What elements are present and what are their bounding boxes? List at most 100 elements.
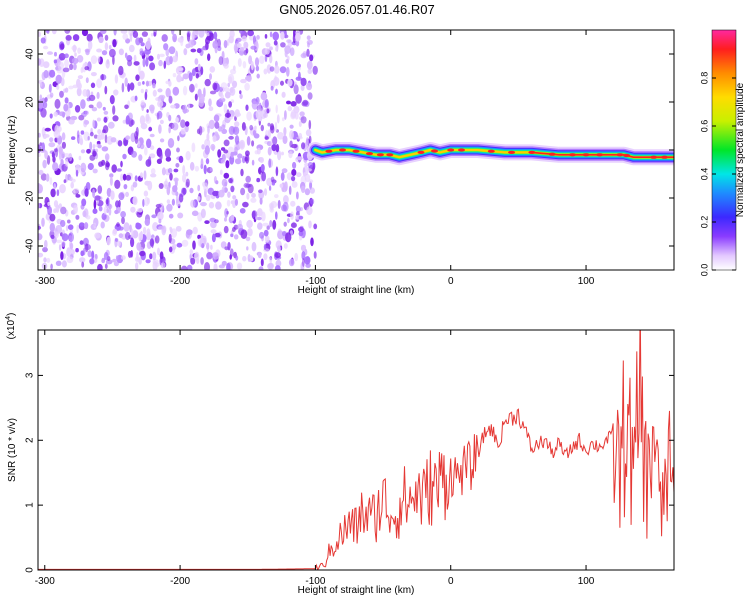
noise-speckle — [202, 45, 209, 51]
noise-speckle — [264, 235, 270, 243]
noise-speckle — [38, 169, 44, 176]
noise-speckle — [53, 183, 56, 190]
noise-speckle — [271, 181, 275, 186]
noise-speckle — [72, 44, 77, 53]
noise-speckle — [178, 193, 184, 203]
ridge-peak — [508, 150, 516, 154]
noise-speckle — [60, 219, 66, 228]
noise-speckle — [230, 233, 234, 238]
noise-speckle — [259, 157, 265, 163]
noise-speckle — [275, 166, 279, 177]
noise-speckle — [206, 32, 210, 37]
noise-speckle — [267, 122, 271, 127]
noise-speckle — [287, 217, 290, 224]
colorbar: 0.0 0.2 0.4 0.6 0.8 Normalized spectral ampl… — [699, 29, 746, 276]
noise-speckle — [223, 40, 228, 49]
noise-speckle — [163, 43, 169, 51]
noise-speckle — [173, 177, 179, 182]
noise-speckle — [269, 220, 273, 228]
noise-speckle — [113, 261, 119, 267]
noise-speckle — [88, 104, 94, 109]
noise-speckle — [50, 188, 56, 198]
noise-speckle — [159, 138, 165, 143]
noise-speckle — [133, 54, 137, 63]
noise-speckle — [93, 199, 97, 210]
noise-speckle — [290, 222, 297, 228]
noise-speckle — [65, 158, 69, 167]
noise-speckle — [270, 125, 275, 134]
noise-speckle — [106, 187, 112, 197]
noise-speckle — [267, 263, 274, 270]
noise-speckle — [276, 114, 280, 124]
noise-speckle — [302, 99, 309, 106]
noise-speckle — [116, 168, 122, 172]
noise-speckle — [107, 121, 115, 129]
noise-speckle — [73, 204, 78, 214]
noise-speckle — [46, 30, 50, 34]
noise-speckle — [228, 125, 235, 135]
noise-speckle — [172, 243, 177, 250]
noise-speckle — [64, 30, 71, 34]
noise-speckle — [135, 37, 141, 46]
noise-speckle — [287, 39, 292, 48]
ridge-peak — [366, 152, 373, 156]
noise-speckle — [138, 65, 141, 74]
noise-speckle — [215, 180, 219, 185]
noise-speckle — [100, 221, 105, 229]
noise-speckle — [185, 150, 191, 161]
noise-speckle — [96, 117, 101, 122]
noise-speckle — [218, 189, 225, 198]
noise-speckle — [104, 263, 108, 270]
noise-speckle — [165, 80, 171, 85]
noise-speckle — [277, 150, 282, 161]
noise-speckle — [169, 172, 173, 181]
noise-speckle — [187, 103, 190, 110]
noise-speckle — [289, 130, 294, 140]
noise-speckle — [185, 43, 191, 49]
noise-speckle — [226, 38, 230, 46]
noise-speckle — [201, 243, 205, 249]
noise-speckle — [54, 231, 59, 239]
noise-speckle — [196, 258, 200, 264]
noise-speckle — [65, 34, 72, 41]
bottom-x-tick-label: -100 — [305, 576, 325, 587]
noise-speckle — [98, 206, 103, 212]
noise-speckle — [204, 78, 211, 87]
noise-speckle — [38, 252, 44, 258]
noise-speckle — [252, 130, 257, 136]
noise-speckle — [180, 119, 186, 128]
noise-speckle — [167, 138, 175, 148]
noise-speckle — [163, 60, 167, 69]
noise-speckle — [235, 113, 239, 118]
noise-speckle — [185, 178, 190, 188]
noise-speckle — [232, 195, 237, 200]
noise-speckle — [173, 168, 179, 173]
bottom-x-tick-label: -200 — [170, 576, 190, 587]
noise-speckle — [246, 192, 250, 200]
noise-speckle — [280, 31, 285, 40]
noise-speckle — [220, 94, 224, 99]
noise-speckle — [210, 244, 213, 250]
noise-speckle — [154, 262, 160, 267]
noise-speckle — [304, 162, 309, 167]
noise-speckle — [217, 38, 221, 49]
noise-speckle — [91, 250, 95, 260]
noise-speckle — [273, 40, 278, 46]
noise-speckle — [108, 207, 112, 216]
bottom-y-tick-label: 2 — [25, 437, 36, 443]
noise-speckle — [55, 204, 60, 213]
noise-speckle — [259, 55, 265, 64]
noise-speckle — [53, 111, 58, 117]
noise-speckle — [238, 30, 245, 34]
noise-speckle — [300, 207, 303, 212]
noise-speckle — [300, 53, 307, 59]
noise-speckle — [61, 241, 66, 248]
noise-speckle — [240, 168, 244, 177]
noise-speckle — [267, 129, 271, 139]
noise-speckle — [92, 150, 97, 157]
noise-speckle — [208, 201, 215, 209]
noise-speckle — [97, 144, 102, 149]
noise-speckle — [38, 58, 42, 66]
noise-speckle — [49, 177, 53, 185]
top-y-tick-label: -20 — [25, 190, 36, 205]
